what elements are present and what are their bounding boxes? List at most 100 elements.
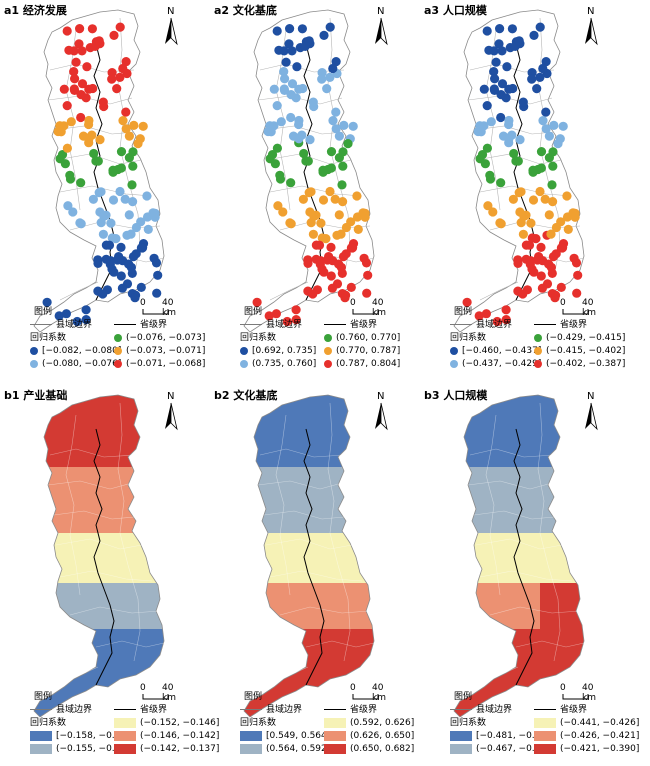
county-point — [516, 187, 526, 197]
county-point — [150, 208, 160, 218]
county-point — [352, 191, 362, 201]
county-point — [513, 156, 523, 166]
county-point — [298, 194, 308, 204]
coef-label: 回归系数 — [240, 333, 277, 343]
class-swatch-icon — [30, 730, 52, 741]
class-label: (0.760, 0.770] — [336, 333, 401, 343]
legend-county: 县域边界 — [450, 704, 512, 717]
county-point — [272, 26, 282, 36]
county-point — [353, 224, 363, 234]
county-point — [491, 57, 501, 67]
province-line-icon — [114, 709, 136, 710]
county-point — [93, 156, 103, 166]
region-outline — [453, 394, 585, 718]
county-point — [496, 178, 506, 188]
county-point — [286, 112, 296, 123]
class-dot-icon — [114, 359, 122, 368]
legend-province: 省级界 — [114, 319, 167, 332]
province-border-label: 省级界 — [560, 705, 588, 715]
county-point — [513, 286, 523, 296]
legend-class: [−0.158, −0.155] — [30, 730, 135, 743]
county-point — [117, 283, 127, 293]
legend-class-row: [−0.158, −0.155] (−0.146, −0.142] — [30, 730, 219, 743]
county-point — [131, 222, 141, 233]
region-outline — [33, 394, 165, 718]
county-point — [282, 316, 292, 327]
county-border-line — [269, 570, 363, 582]
class-dot-icon — [450, 359, 458, 368]
class-swatch-icon — [324, 717, 346, 728]
north-arrow-icon: N — [370, 6, 396, 50]
province-border-label: 省级界 — [140, 705, 168, 715]
county-point — [297, 24, 307, 34]
class-label: [−0.481, −0.467] — [476, 731, 556, 741]
county-point — [496, 112, 506, 123]
legend-class: (0.760, 0.770] — [324, 332, 400, 345]
county-point — [303, 156, 313, 166]
county-point — [316, 218, 326, 228]
county-point — [362, 288, 372, 298]
county-border-line — [263, 125, 345, 135]
class-label: (−0.155, −0.152] — [56, 744, 136, 754]
county-point — [501, 93, 511, 103]
scale-zero: 0 — [560, 298, 566, 308]
county-point — [479, 121, 489, 131]
county-point — [318, 195, 329, 205]
county-point — [54, 311, 64, 321]
class-dot-icon — [534, 333, 542, 342]
county-border-line — [469, 448, 555, 458]
county-point — [318, 165, 328, 175]
legend-class: [−0.082, −0.080] — [30, 345, 121, 358]
class-label: (−0.467, −0.441] — [476, 744, 556, 754]
county-point — [129, 120, 139, 130]
province-border-label: 省级界 — [560, 320, 588, 330]
county-point — [81, 305, 91, 315]
county-border-line — [55, 538, 143, 550]
class-dot-icon — [240, 359, 248, 368]
legend-class: [0.692, 0.735] — [240, 345, 316, 358]
county-point — [133, 139, 143, 149]
county-point — [287, 79, 298, 89]
county-border-line — [117, 402, 141, 662]
county-point — [116, 147, 127, 157]
class-label: (−0.402, −0.387] — [546, 359, 626, 369]
legend: 图例 县域边界 省级界 回归系数 (−0.441, −0.426] [−0.481, −0… — [450, 691, 639, 756]
county-border-line — [95, 640, 165, 648]
legend-class: (0.787, 0.804] — [324, 358, 400, 371]
scale-zero: 0 — [350, 298, 356, 308]
county-point — [128, 252, 139, 262]
coef-label: 回归系数 — [240, 718, 277, 728]
county-point — [572, 288, 582, 298]
class-label: (−0.076, −0.073] — [126, 333, 206, 343]
county-point — [311, 210, 321, 220]
north-arrow-icon: N — [580, 6, 606, 50]
county-point — [292, 62, 302, 72]
map-a3 — [453, 9, 585, 333]
county-point — [118, 116, 128, 126]
map-b1 — [33, 394, 165, 718]
county-point — [521, 254, 531, 264]
legend-class-row: [−0.082, −0.080] (−0.073, −0.071] — [30, 345, 205, 358]
county-point — [527, 68, 537, 78]
county-point — [485, 170, 495, 180]
county-point — [273, 201, 283, 211]
county-point — [63, 201, 73, 211]
county-point — [308, 229, 318, 239]
county-point — [269, 84, 279, 94]
county-point — [325, 22, 335, 32]
county-point — [570, 208, 580, 218]
scale-zero: 0 — [140, 298, 146, 308]
class-swatch-icon — [534, 717, 556, 728]
class-label: (0.787, 0.804] — [336, 359, 401, 369]
legend-class: (−0.142, −0.137] — [114, 743, 219, 756]
county-point — [118, 63, 128, 74]
county-point — [314, 240, 325, 250]
county-point — [327, 283, 337, 293]
county-point — [338, 252, 349, 262]
county-point — [128, 197, 138, 207]
county-point — [501, 315, 511, 325]
province-border-label: 省级界 — [350, 320, 378, 330]
county-point — [81, 315, 91, 325]
county-border-label: 县域边界 — [56, 320, 93, 330]
county-point — [526, 218, 536, 228]
